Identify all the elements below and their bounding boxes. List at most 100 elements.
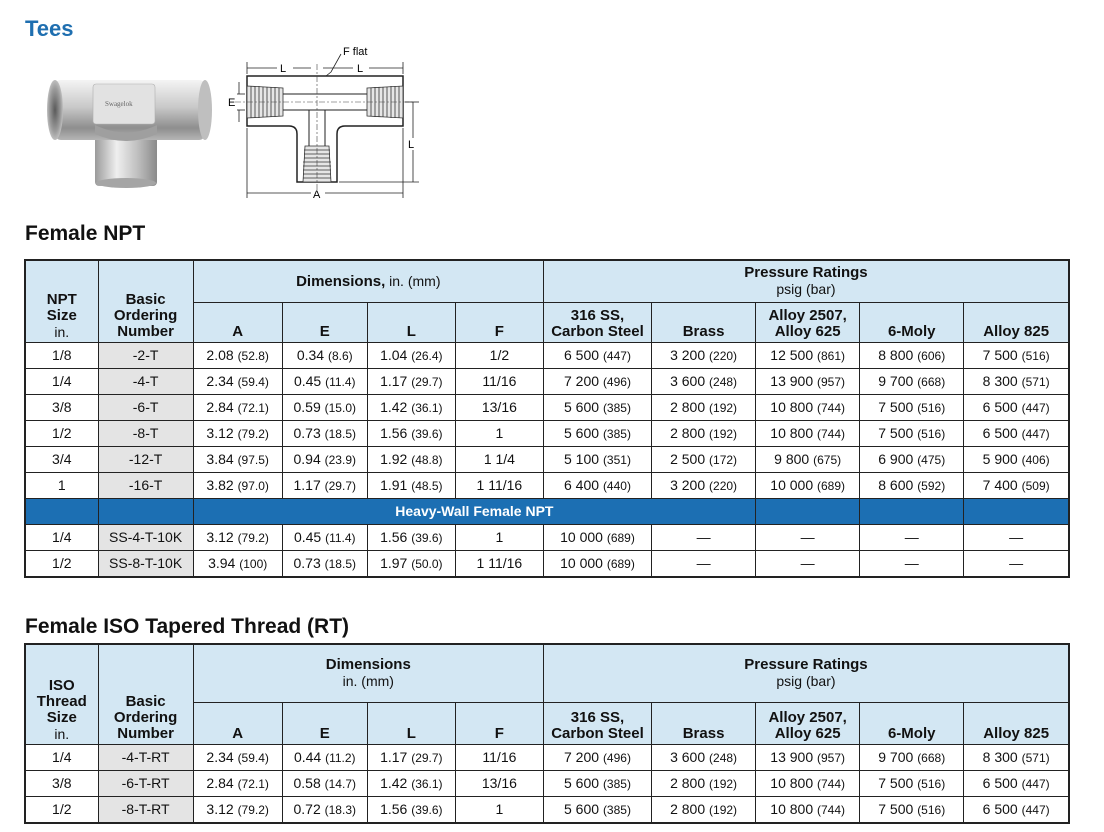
pressure-cell: 7 500 (516) bbox=[859, 795, 965, 823]
pressure-cell: 10 000 (689) bbox=[755, 471, 861, 499]
mm-value: (36.1) bbox=[411, 401, 443, 415]
psig-value: 6 500 bbox=[982, 801, 1018, 817]
psig-value: 8 600 bbox=[878, 477, 914, 493]
pressure-cell: — bbox=[859, 549, 965, 577]
pressure-cell: 3 600 (248) bbox=[651, 367, 757, 395]
pressure-cell: 8 300 (571) bbox=[963, 367, 1070, 395]
inch-value: 1.42 bbox=[380, 775, 408, 791]
table-row: 1/4 -4-T-RT 2.34 (59.4) 0.44 (11.2) 1.17 (29… bbox=[24, 743, 1070, 771]
bar-value: (192) bbox=[709, 401, 738, 415]
table-row: 1/4 -4-T 2.34 (59.4) 0.45 (11.4) 1.17 (29.7)… bbox=[24, 367, 1070, 395]
dim-a-cell: 3.82 (97.0) bbox=[192, 471, 283, 499]
mm-value: (97.0) bbox=[237, 479, 269, 493]
bar-value: (385) bbox=[602, 803, 631, 817]
mm-value: (72.1) bbox=[237, 401, 269, 415]
inch-value: 3.12 bbox=[206, 801, 234, 817]
bar-value: (385) bbox=[602, 401, 631, 415]
psig-value: 5 100 bbox=[564, 451, 600, 467]
bar-value: (744) bbox=[817, 427, 846, 441]
psig-value: 5 600 bbox=[564, 425, 600, 441]
psig-value: 9 700 bbox=[878, 749, 914, 765]
bar-value: (385) bbox=[602, 427, 631, 441]
psig-value: 5 600 bbox=[564, 775, 600, 791]
pressure-cell: 6 500 (447) bbox=[963, 393, 1070, 421]
dimensions-label: Dimensions bbox=[325, 656, 411, 674]
iso-subheader-row: A E L F 316 SS, Carbon Steel Brass Alloy 2507, A… bbox=[25, 701, 1070, 745]
bar-value: (447) bbox=[1021, 427, 1050, 441]
dim-f-cell: 1 bbox=[454, 419, 544, 447]
pressure-cell: — bbox=[963, 523, 1070, 551]
mm-value: (11.4) bbox=[325, 375, 356, 389]
inch-value: 3.84 bbox=[206, 451, 234, 467]
dim-f-header: F bbox=[454, 301, 544, 343]
header-line: in. bbox=[54, 725, 70, 742]
pressure-cell: 10 800 (744) bbox=[755, 419, 861, 447]
pressure-cell: — bbox=[651, 549, 757, 577]
dim-l-cell: 1.97 (50.0) bbox=[366, 549, 456, 577]
tee-dimension-diagram: L L F flat E L A bbox=[228, 46, 419, 201]
inch-value: 2.84 bbox=[206, 775, 234, 791]
pressure-cell: 13 900 (957) bbox=[755, 367, 861, 395]
pressure-cell: 6 500 (447) bbox=[542, 341, 653, 369]
pressure-cell: 10 000 (689) bbox=[542, 549, 653, 577]
psig-value: 10 800 bbox=[770, 425, 814, 441]
psig-value: 5 600 bbox=[564, 801, 600, 817]
mm-value: (48.5) bbox=[411, 479, 443, 493]
band-label: Heavy-Wall Female NPT bbox=[192, 497, 757, 525]
dim-a-header: A bbox=[192, 301, 283, 343]
inch-value: 1.17 bbox=[380, 373, 408, 389]
psig-value: — bbox=[696, 529, 711, 545]
pressure-cell: 10 800 (744) bbox=[755, 393, 861, 421]
diagram-l-top-left: L bbox=[280, 63, 286, 75]
mm-value: (18.3) bbox=[324, 803, 356, 817]
dim-e-cell: 0.45 (11.4) bbox=[281, 367, 368, 395]
material-header-line: Carbon Steel bbox=[551, 724, 644, 742]
dim-l-cell: 1.91 (48.5) bbox=[366, 471, 456, 499]
mm-value: (29.7) bbox=[324, 479, 356, 493]
pressure-cell: 7 400 (509) bbox=[963, 471, 1070, 499]
psig-value: 5 600 bbox=[564, 399, 600, 415]
pressure-cell: 5 600 (385) bbox=[542, 419, 653, 447]
psig-value: 10 000 bbox=[560, 555, 603, 571]
ordering-number-cell: -12-T bbox=[97, 445, 194, 473]
header-line: Basic bbox=[125, 692, 166, 710]
pressure-cell: 2 500 (172) bbox=[651, 445, 757, 473]
bar-value: (744) bbox=[817, 803, 846, 817]
bar-value: (496) bbox=[602, 751, 631, 765]
inch-value: 1.56 bbox=[380, 529, 408, 545]
pressure-cell: 3 200 (220) bbox=[651, 471, 757, 499]
psig-value: 2 500 bbox=[670, 451, 706, 467]
table-row: 1/4 SS-4-T-10K 3.12 (79.2) 0.45 (11.4) 1.56 … bbox=[24, 523, 1070, 551]
psig-value: 3 200 bbox=[670, 477, 706, 493]
inch-value: 2.34 bbox=[206, 749, 234, 765]
psig-value: — bbox=[696, 555, 711, 571]
npt-ordering-header: Basic Ordering Number bbox=[97, 259, 194, 343]
pressure-unit: psig (bar) bbox=[776, 281, 836, 298]
header-line: Ordering bbox=[113, 306, 178, 324]
material-header: Alloy 2507, Alloy 625 bbox=[755, 701, 861, 745]
size-cell: 1/2 bbox=[24, 549, 99, 577]
dim-f-cell: 13/16 bbox=[454, 769, 544, 797]
header-line: Size bbox=[46, 708, 77, 726]
inch-value: 3.94 bbox=[208, 555, 236, 571]
material-header-line: Alloy 825 bbox=[983, 322, 1050, 340]
ordering-number-cell: -6-T bbox=[97, 393, 194, 421]
dim-e-cell: 1.17 (29.7) bbox=[281, 471, 368, 499]
bar-value: (192) bbox=[709, 803, 738, 817]
psig-value: 7 500 bbox=[878, 425, 914, 441]
header-line: ISO bbox=[48, 676, 75, 694]
bar-value: (248) bbox=[709, 751, 738, 765]
inch-value: 0.72 bbox=[293, 801, 321, 817]
psig-value: 6 500 bbox=[982, 425, 1018, 441]
header-line: NPT bbox=[46, 290, 77, 308]
inch-value: 0.73 bbox=[293, 555, 321, 571]
bar-value: (475) bbox=[917, 453, 946, 467]
dim-e-cell: 0.59 (15.0) bbox=[281, 393, 368, 421]
npt-section-title: Female NPT bbox=[25, 222, 146, 245]
material-header-line: Alloy 2507, bbox=[768, 306, 847, 324]
material-header-line: 316 SS, bbox=[570, 306, 625, 324]
iso-section-title: Female ISO Tapered Thread (RT) bbox=[25, 615, 350, 638]
mm-value: (36.1) bbox=[411, 777, 443, 791]
pressure-cell: — bbox=[755, 549, 861, 577]
dim-a-cell: 3.94 (100) bbox=[192, 549, 283, 577]
